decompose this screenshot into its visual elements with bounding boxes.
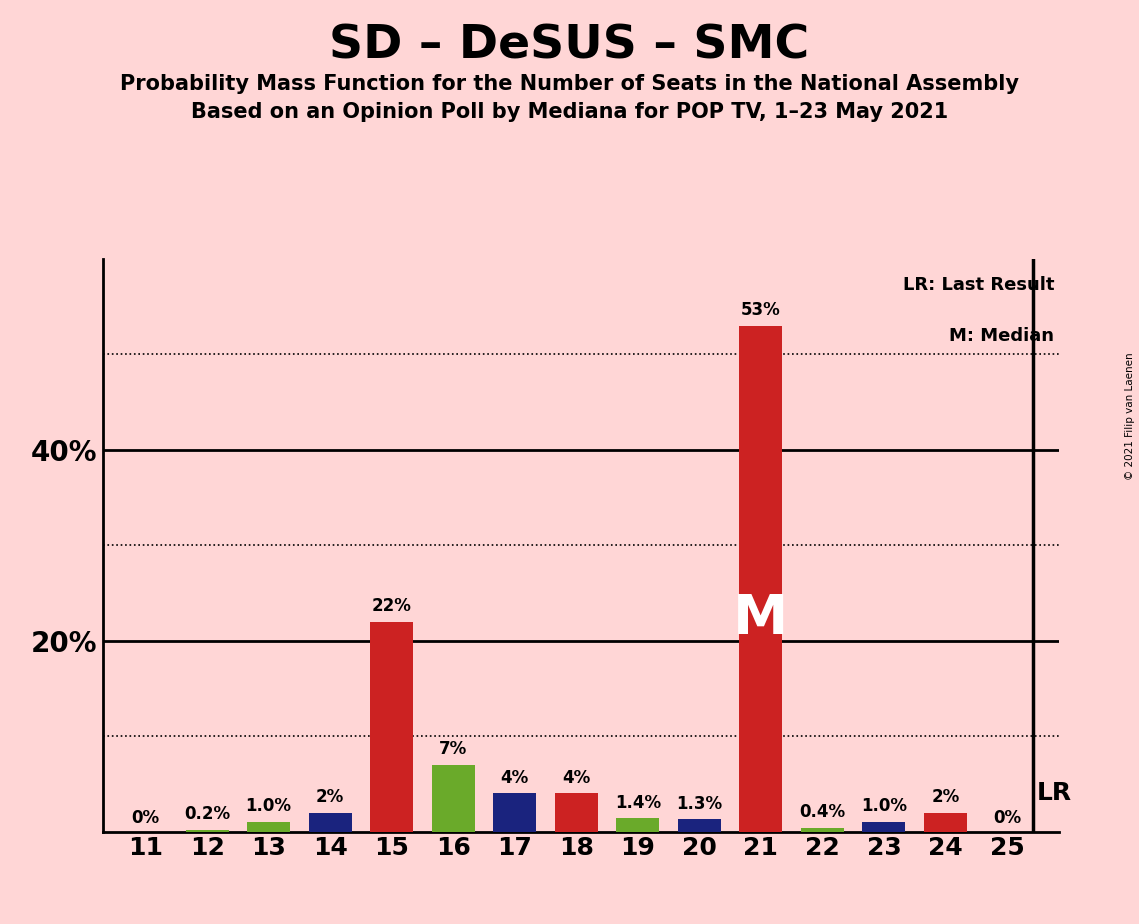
Text: 22%: 22% — [371, 597, 411, 614]
Text: 0.2%: 0.2% — [185, 805, 230, 823]
Bar — [186, 830, 229, 832]
Text: 2%: 2% — [932, 788, 959, 806]
Text: 0%: 0% — [131, 808, 159, 827]
Bar — [801, 828, 844, 832]
Bar — [555, 794, 598, 832]
Text: © 2021 Filip van Laenen: © 2021 Filip van Laenen — [1125, 352, 1134, 480]
Bar — [739, 325, 782, 832]
Text: M: Median: M: Median — [950, 327, 1055, 346]
Text: 0.4%: 0.4% — [800, 803, 845, 821]
Bar — [493, 794, 536, 832]
Bar — [247, 822, 290, 832]
Text: 2%: 2% — [316, 788, 344, 806]
Text: 1.4%: 1.4% — [615, 794, 661, 811]
Text: LR: Last Result: LR: Last Result — [903, 276, 1055, 294]
Bar — [678, 820, 721, 832]
Text: 7%: 7% — [440, 740, 467, 758]
Bar — [862, 822, 906, 832]
Bar — [432, 765, 475, 832]
Text: M: M — [734, 592, 788, 646]
Text: 1.0%: 1.0% — [246, 797, 292, 815]
Bar — [309, 812, 352, 832]
Text: Based on an Opinion Poll by Mediana for POP TV, 1–23 May 2021: Based on an Opinion Poll by Mediana for … — [191, 102, 948, 122]
Text: 1.3%: 1.3% — [677, 795, 722, 812]
Text: 1.0%: 1.0% — [861, 797, 907, 815]
Text: LR: LR — [1036, 782, 1072, 806]
Text: SD – DeSUS – SMC: SD – DeSUS – SMC — [329, 23, 810, 68]
Bar — [924, 812, 967, 832]
Bar — [616, 819, 659, 832]
Text: 53%: 53% — [741, 301, 780, 319]
Text: 4%: 4% — [501, 769, 528, 786]
Text: 0%: 0% — [993, 808, 1021, 827]
Bar — [370, 622, 413, 832]
Text: Probability Mass Function for the Number of Seats in the National Assembly: Probability Mass Function for the Number… — [120, 74, 1019, 94]
Text: 4%: 4% — [563, 769, 590, 786]
